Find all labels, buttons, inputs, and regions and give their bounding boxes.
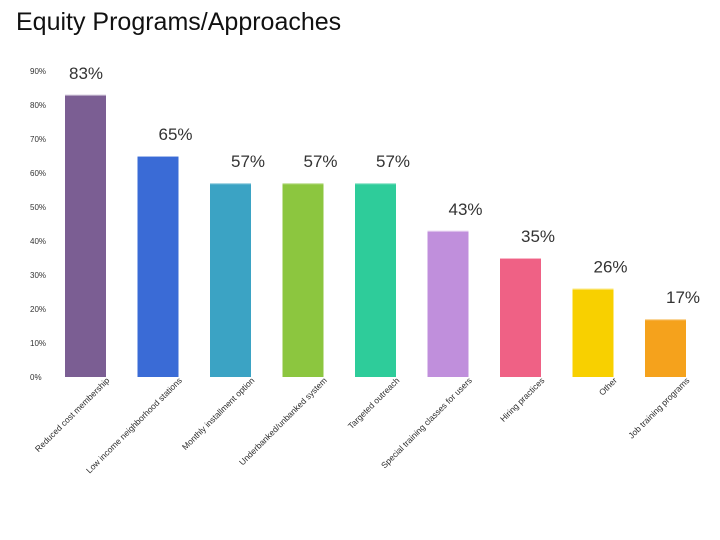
x-tick-label: Reduced cost membership <box>33 375 112 454</box>
bar <box>572 288 614 377</box>
bar <box>282 183 324 377</box>
data-label: 43% <box>449 200 483 219</box>
bar <box>210 183 251 377</box>
y-tick-label: 0% <box>30 373 42 382</box>
y-tick-label: 10% <box>30 339 46 348</box>
y-tick-label: 20% <box>30 305 46 314</box>
bar <box>427 230 469 377</box>
data-labels: 83% 65% 57% 57% 57% 43% 35% 26% 17% <box>69 64 700 307</box>
bar <box>355 183 396 377</box>
chart-title: Equity Programs/Approaches <box>16 8 342 36</box>
bar <box>645 319 686 377</box>
y-tick-label: 50% <box>30 203 46 212</box>
x-tick-label: Monthly installment option <box>180 375 257 452</box>
data-label: 57% <box>231 152 265 171</box>
y-tick-label: 40% <box>30 237 46 246</box>
y-tick-label: 30% <box>30 271 46 280</box>
y-axis: 0% 10% 20% 30% 40% 50% 60% 70% 80% 90% <box>30 67 46 382</box>
bar <box>137 156 179 377</box>
x-tick-label: Targeted outreach <box>346 375 402 431</box>
data-label: 65% <box>159 125 193 144</box>
data-label: 57% <box>376 152 410 171</box>
x-tick-label: Job training programs <box>626 375 691 440</box>
data-label: 83% <box>69 64 103 83</box>
data-label: 35% <box>521 227 555 246</box>
bar <box>500 258 541 377</box>
x-tick-label: Underbanked/unbanked system <box>237 375 329 467</box>
data-label: 17% <box>666 288 700 307</box>
data-label: 57% <box>304 152 338 171</box>
y-tick-label: 70% <box>30 135 46 144</box>
bar <box>65 94 106 378</box>
y-tick-label: 80% <box>30 101 46 110</box>
y-tick-label: 60% <box>30 169 46 178</box>
x-tick-label: Other <box>597 375 619 397</box>
y-tick-label: 90% <box>30 67 46 76</box>
data-label: 26% <box>594 258 628 277</box>
bars <box>65 94 686 378</box>
x-tick-label: Hiring practices <box>498 375 546 423</box>
